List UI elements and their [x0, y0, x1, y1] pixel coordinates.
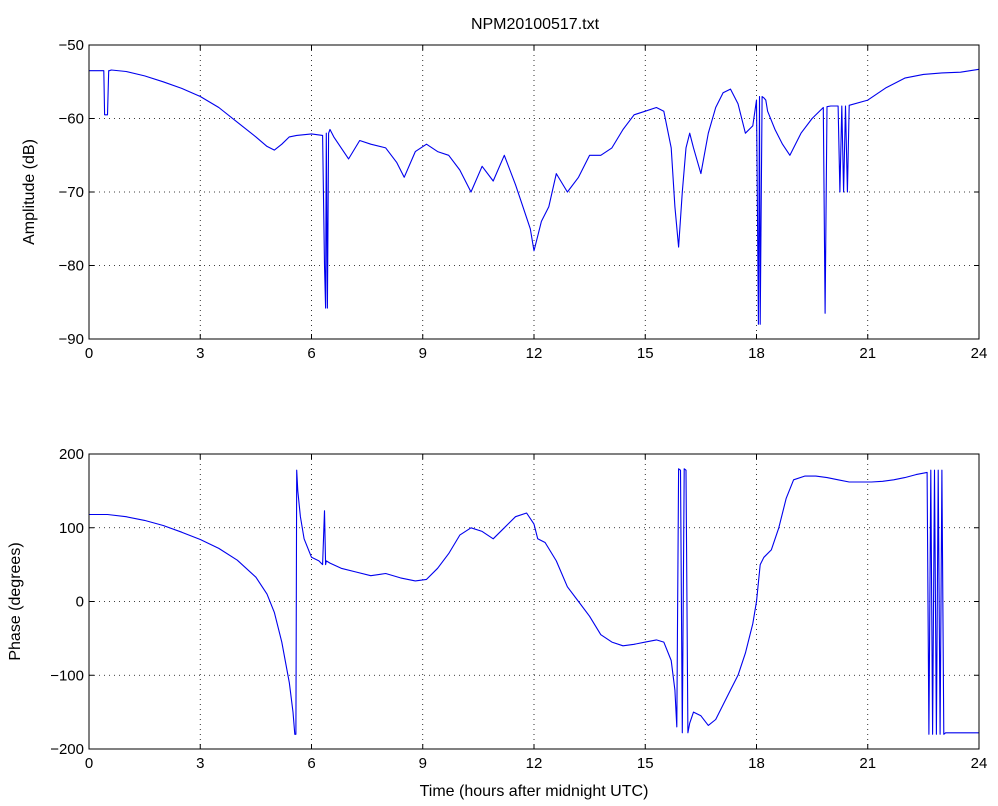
- phase-x-tick-label: 24: [971, 755, 988, 772]
- amplitude-x-tick-label: 15: [637, 345, 654, 362]
- amplitude-y-axis-label: Amplitude (dB): [21, 139, 38, 245]
- amplitude-x-tick-label: 21: [859, 345, 876, 362]
- phase-series-line: [89, 468, 979, 735]
- phase-y-tick-label: 0: [76, 594, 84, 611]
- phase-y-axis-label: Phase (degrees): [7, 542, 24, 660]
- phase-y-tick-label: −100: [50, 667, 84, 684]
- amplitude-x-tick-label: 24: [971, 345, 988, 362]
- phase-x-tick-label: 0: [85, 755, 93, 772]
- amplitude-x-tick-label: 12: [526, 345, 543, 362]
- chart-title: NPM20100517.txt: [471, 16, 600, 33]
- amplitude-x-tick-label: 0: [85, 345, 93, 362]
- phase-x-tick-label: 15: [637, 755, 654, 772]
- phase-y-tick-label: 200: [59, 446, 84, 463]
- amplitude-panel: 0 3 6 9 12 15 18 21 24 −90 −80 −70 −60 −50 Amplitude (…: [21, 37, 987, 362]
- phase-x-tick-label: 12: [526, 755, 543, 772]
- phase-x-tick-label: 9: [419, 755, 427, 772]
- amplitude-x-tick-label: 9: [419, 345, 427, 362]
- phase-panel: 0 3 6 9 12 15 18 21 24 −200 −100 0 100 200 Phase (degr…: [7, 446, 987, 800]
- phase-x-tick-label: 6: [307, 755, 315, 772]
- amplitude-x-tick-label: 18: [748, 345, 765, 362]
- amplitude-series-line: [89, 68, 980, 325]
- phase-y-tick-label: 100: [59, 520, 84, 537]
- phase-x-tick-label: 21: [859, 755, 876, 772]
- amplitude-y-tick-label: −80: [59, 258, 84, 275]
- amplitude-y-tick-label: −70: [59, 184, 84, 201]
- phase-x-tick-label: 3: [196, 755, 204, 772]
- amplitude-x-tick-label: 6: [307, 345, 315, 362]
- phase-x-axis-label: Time (hours after midnight UTC): [420, 783, 649, 800]
- amplitude-y-tick-label: −50: [59, 37, 84, 54]
- phase-x-tick-label: 18: [748, 755, 765, 772]
- amplitude-x-tick-label: 3: [196, 345, 204, 362]
- phase-y-tick-label: −200: [50, 741, 84, 758]
- amplitude-y-tick-label: −90: [59, 331, 84, 348]
- amplitude-y-tick-label: −60: [59, 111, 84, 128]
